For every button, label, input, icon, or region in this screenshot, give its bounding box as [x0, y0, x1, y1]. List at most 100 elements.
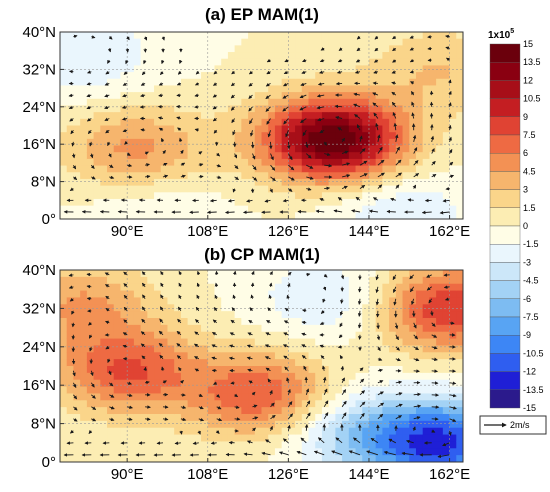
- field-cell: [187, 276, 195, 285]
- field-cell: [335, 414, 343, 422]
- wind-vector: [323, 400, 329, 408]
- field-cell: [66, 118, 75, 127]
- field-cell: [254, 85, 263, 93]
- wind-vector: [443, 273, 450, 277]
- field-cell: [342, 158, 350, 167]
- field-cell: [221, 118, 229, 127]
- field-cell: [167, 158, 175, 167]
- field-cell: [221, 393, 229, 401]
- field-cell: [154, 386, 162, 395]
- wind-vector: [323, 141, 327, 146]
- field-cell: [201, 85, 209, 93]
- field-cell: [201, 270, 209, 278]
- field-cell: [321, 52, 330, 60]
- field-cell: [355, 105, 363, 113]
- wind-vector: [109, 394, 115, 398]
- field-cell: [348, 125, 357, 133]
- field-cell: [422, 32, 431, 40]
- field-cell: [409, 448, 417, 456]
- field-cell: [295, 304, 303, 312]
- field-cell: [288, 311, 296, 319]
- field-cell: [201, 276, 209, 285]
- field-cell: [60, 105, 68, 113]
- field-cell: [355, 118, 363, 127]
- field-cell: [281, 45, 289, 53]
- field-cell: [234, 178, 242, 187]
- field-cell: [154, 118, 162, 127]
- field-cell: [227, 400, 236, 408]
- field-cell: [107, 352, 115, 360]
- field-cell: [422, 185, 431, 193]
- field-cell: [415, 283, 424, 292]
- panel-b-vectors: [63, 270, 457, 459]
- field-cell: [234, 338, 242, 347]
- field-cell: [234, 290, 242, 299]
- field-cell: [382, 45, 390, 53]
- field-cell: [348, 366, 357, 374]
- field-cell: [140, 366, 148, 374]
- field-cell: [395, 138, 404, 147]
- wind-vector: [195, 319, 200, 324]
- field-cell: [429, 212, 437, 219]
- field-cell: [147, 105, 155, 113]
- field-cell: [402, 38, 410, 46]
- field-cell: [274, 276, 283, 285]
- field-cell: [261, 393, 269, 401]
- field-cell: [60, 290, 68, 299]
- field-cell: [180, 65, 189, 73]
- field-cell: [174, 386, 182, 395]
- field-cell: [167, 52, 175, 60]
- field-cell: [60, 72, 68, 80]
- field-cell: [415, 345, 424, 353]
- field-cell: [335, 290, 343, 299]
- field-cell: [375, 105, 383, 113]
- field-cell: [201, 32, 209, 40]
- wind-vector: [230, 381, 235, 385]
- field-cell: [442, 290, 451, 299]
- field-cell: [120, 290, 128, 299]
- wind-vector: [265, 439, 271, 444]
- field-cell: [348, 212, 357, 219]
- field-cell: [395, 45, 404, 53]
- field-cell: [295, 152, 303, 160]
- field-cell: [335, 297, 343, 305]
- wind-vector: [234, 176, 239, 180]
- wind-vector: [283, 70, 289, 75]
- field-cell: [133, 32, 142, 40]
- field-cell: [160, 338, 169, 347]
- field-cell: [422, 276, 431, 285]
- field-cell: [268, 65, 276, 73]
- field-cell: [80, 311, 88, 319]
- wind-vector: [431, 334, 438, 338]
- field-cell: [154, 92, 162, 100]
- field-cell: [107, 359, 115, 367]
- wind-vector: [140, 82, 146, 86]
- field-cell: [214, 105, 222, 113]
- field-cell: [261, 212, 269, 219]
- wind-vector: [391, 101, 397, 108]
- wind-vector: [296, 450, 307, 456]
- field-cell: [315, 441, 323, 449]
- field-cell: [107, 38, 115, 46]
- field-cell: [154, 441, 162, 449]
- field-cell: [328, 158, 336, 167]
- field-cell: [395, 105, 404, 113]
- field-cell: [295, 427, 303, 436]
- field-cell: [395, 366, 404, 374]
- field-cell: [248, 58, 256, 66]
- field-cell: [93, 324, 101, 333]
- field-cell: [402, 118, 410, 127]
- field-cell: [133, 192, 142, 200]
- field-cell: [207, 98, 216, 107]
- field-cell: [127, 311, 135, 319]
- field-cell: [382, 420, 390, 429]
- field-cell: [328, 58, 336, 66]
- field-cell: [93, 345, 101, 353]
- field-cell: [375, 52, 383, 60]
- field-cell: [66, 52, 75, 60]
- field-cell: [254, 72, 263, 80]
- field-cell: [167, 427, 175, 436]
- field-cell: [355, 270, 363, 278]
- field-cell: [167, 400, 175, 408]
